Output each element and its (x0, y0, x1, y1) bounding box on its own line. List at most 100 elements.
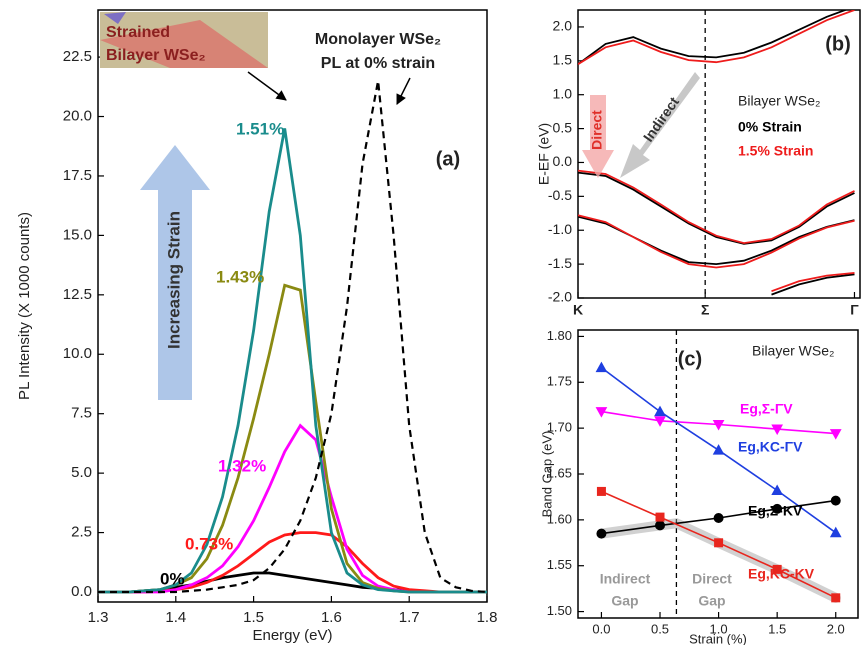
series-label: Eg,Σ-ΓV (740, 401, 793, 417)
y-tick-label: 22.5 (63, 48, 92, 65)
band-line (578, 214, 855, 269)
region-label: Indirect (600, 571, 651, 587)
legend-title: Bilayer WSe₂ (752, 343, 834, 359)
y-tick-label: 2.0 (553, 18, 573, 34)
marker (596, 486, 606, 496)
y-tick-label: 1.0 (553, 85, 573, 101)
y-tick-label: 2.5 (71, 524, 92, 541)
inset-label: Strained (106, 24, 170, 41)
marker (772, 564, 782, 574)
y-tick-label: 1.50 (547, 603, 572, 618)
legend-title: Bilayer WSe₂ (738, 93, 820, 109)
marker (772, 503, 783, 514)
direct-arrow (582, 95, 614, 178)
plot-frame (97, 9, 488, 603)
series-label: 0% (160, 569, 185, 588)
x-tick-label: 0.0 (592, 621, 610, 636)
note: PL at 0% strain (321, 55, 435, 72)
y-tick-label: 12.5 (63, 286, 92, 303)
inset-flake-small (104, 12, 126, 24)
series-label: 1.43% (216, 267, 264, 286)
x-tick-label: 1.5 (243, 609, 264, 626)
indirect-arrow (620, 72, 700, 178)
indirect-label: Indirect (640, 94, 682, 145)
y-tick-label: 5.0 (71, 464, 92, 481)
y-tick-label: 1.75 (547, 374, 572, 389)
y-tick-label: 1.5 (553, 52, 573, 68)
y-tick-label: 0.0 (553, 153, 573, 169)
marker (595, 407, 608, 418)
panel-label: (b) (825, 33, 851, 55)
x-tick-label: 1.8 (477, 609, 498, 626)
marker (829, 429, 842, 440)
band-line (578, 169, 855, 245)
marker (712, 444, 725, 455)
strain-arrow (140, 145, 210, 400)
panel-label: (a) (436, 148, 460, 170)
pl-curve (98, 128, 487, 594)
series-label: 1.32% (218, 456, 266, 475)
x-axis-label: Energy (eV) (252, 627, 332, 644)
series-label: Eg,KC-KV (748, 566, 815, 582)
series-label: Eg,Σ-KV (748, 503, 803, 519)
x-tick-label: 1.3 (88, 609, 109, 626)
y-axis-label: E-EF (eV) (536, 123, 552, 185)
legend-entry: 0% Strain (738, 119, 802, 135)
band-line (578, 10, 855, 65)
x-tick-label: K (573, 302, 583, 318)
x-tick-label: Σ (701, 302, 709, 318)
y-tick-label: -1.0 (548, 221, 572, 237)
plot-frame (577, 9, 861, 299)
x-tick-label: 1.6 (321, 609, 342, 626)
y-tick-label: 15.0 (63, 226, 92, 243)
marker (771, 424, 784, 436)
y-tick-label: 1.60 (547, 511, 572, 526)
marker (655, 512, 665, 522)
marker (831, 593, 841, 603)
x-tick-label: Γ (850, 302, 859, 318)
x-tick-label: 0.5 (651, 621, 669, 636)
series-label: Monolayer WSe₂ (315, 31, 441, 48)
band-line (771, 272, 855, 293)
y-axis-label: Band Gap (eV) (539, 431, 554, 518)
region-label: Gap (611, 593, 638, 609)
y-tick-label: 17.5 (63, 167, 92, 184)
marker (595, 361, 608, 373)
y-tick-label: 1.70 (547, 420, 572, 435)
legend-entry: 1.5% Strain (738, 143, 813, 159)
marker (596, 528, 607, 539)
marker (714, 538, 724, 548)
band-line (578, 171, 855, 245)
panel-label: (c) (678, 348, 702, 370)
band-line (578, 215, 855, 266)
band-line (578, 10, 848, 65)
y-tick-label: 20.0 (63, 107, 92, 124)
bands (578, 10, 855, 296)
pointer (247, 71, 287, 101)
marker (713, 513, 724, 524)
marker (654, 416, 666, 427)
region-label: Direct (692, 571, 732, 587)
marker (655, 520, 666, 531)
arrow-label: Increasing Strain (164, 211, 183, 349)
x-tick-label: 1.7 (399, 609, 420, 626)
x-tick-label: 1.5 (768, 621, 786, 636)
y-tick-label: -1.5 (548, 255, 572, 271)
y-axis-label: PL Intensity (X 1000 counts) (16, 212, 33, 400)
marker (830, 495, 841, 506)
y-tick-label: 7.5 (71, 405, 92, 422)
pl-curve (98, 80, 487, 594)
inset-label: Bilayer WSe₂ (106, 47, 206, 64)
y-tick-label: 1.80 (547, 328, 572, 343)
series-label: Eg,KC-ΓV (738, 439, 803, 455)
series-label: 0.73% (185, 534, 233, 553)
y-tick-label: 1.55 (547, 557, 572, 572)
curves (98, 80, 487, 594)
series-label: 1.51% (236, 119, 284, 138)
x-axis-label: Strain (%) (689, 631, 747, 645)
marker (654, 405, 666, 417)
y-tick-label: 1.65 (547, 465, 572, 480)
inset-flake (100, 20, 268, 68)
y-tick-label: 10.0 (63, 345, 92, 362)
